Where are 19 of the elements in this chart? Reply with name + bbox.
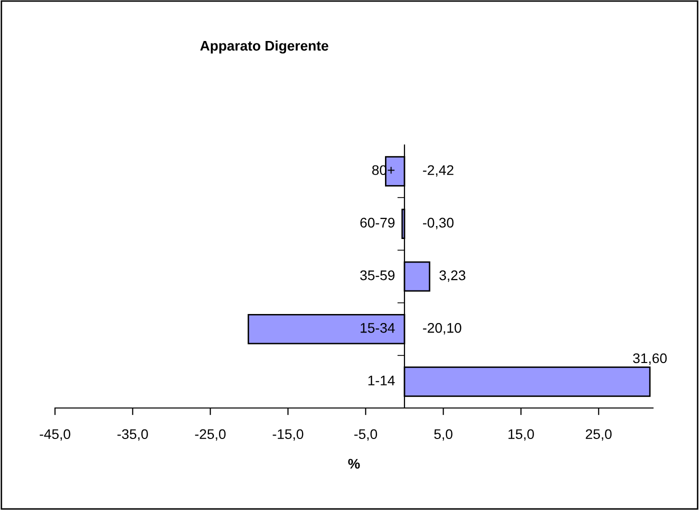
y-tick-label: 60-79 <box>360 218 395 228</box>
x-tick-label: -45,0 <box>40 429 70 441</box>
data-label: -2,42 <box>423 165 454 177</box>
data-label: -0,30 <box>423 218 454 230</box>
x-tick-label: -25,0 <box>195 429 226 441</box>
y-tick-label: 35-59 <box>360 270 395 280</box>
x-tick-label: 5,0 <box>434 429 452 441</box>
x-tick-label: -5,0 <box>354 429 378 441</box>
chart-title: Apparato Digerente <box>200 40 328 54</box>
x-tick-label: 15,0 <box>508 429 534 441</box>
x-tick-label: -35,0 <box>117 429 148 441</box>
x-tick-label: -15,0 <box>272 429 304 441</box>
data-label: 3,23 <box>439 270 466 282</box>
y-tick-label: 1-14 <box>368 376 395 386</box>
y-tick-label: 15-34 <box>360 322 395 333</box>
x-axis-title: % <box>348 458 360 469</box>
x-tick-label: 25,0 <box>586 429 612 441</box>
data-label: -20,10 <box>423 322 462 334</box>
data-label: 31,60 <box>633 353 667 365</box>
